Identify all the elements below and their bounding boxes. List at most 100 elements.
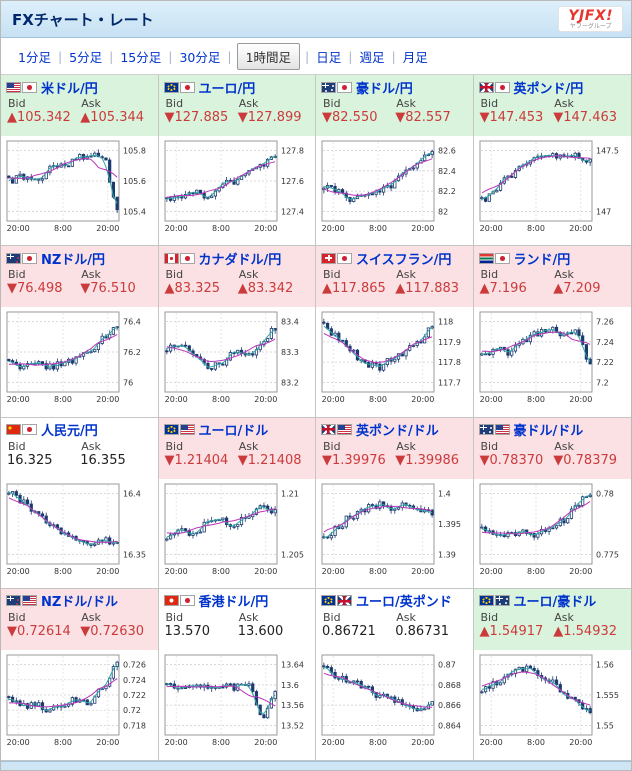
bid-value: ▲7.196 — [479, 281, 527, 297]
chart-area: 83.4 83.3 83.2 20:00 8:00 20:00 — [158, 307, 315, 417]
bid-ask-value-row: ▲7.196 ▲7.209 — [479, 281, 627, 297]
ask-value: 13.600 — [237, 623, 284, 639]
pair-link-4[interactable]: 英ポンド/円 — [513, 81, 584, 97]
pair-quote-panel: 香港ドル/円 Bid Ask 13.570 13.600 — [158, 588, 315, 650]
flag-au-icon — [321, 81, 336, 93]
bid-ask-value-row: ▲117.865 ▲117.883 — [321, 281, 468, 297]
svg-text:1.21: 1.21 — [281, 489, 299, 498]
tab-1month[interactable]: 月足 — [402, 49, 428, 65]
svg-text:20:00: 20:00 — [569, 567, 592, 576]
chart-area: 127.8 127.6 127.4 20:00 8:00 20:00 — [158, 136, 315, 246]
pair-cell-12: 豪ドル/ドル Bid Ask ▼0.78370 ▼0.78379 0.78 0.7… — [473, 417, 631, 589]
candlestick-chart: 0.726 0.724 0.722 0.72 0.718 20:00 8:00 20:00 — [6, 654, 146, 747]
bid-ask-label-row: Bid Ask — [321, 439, 468, 453]
pair-quote-panel: ユーロ/ドル Bid Ask ▼1.21404 ▼1.21408 — [158, 417, 315, 479]
svg-text:7.26: 7.26 — [596, 318, 614, 327]
svg-text:0.864: 0.864 — [438, 721, 461, 730]
ask-value: ▼147.463 — [553, 110, 618, 126]
bid-ask-label-row: Bid Ask — [321, 611, 468, 624]
svg-text:105.4: 105.4 — [123, 207, 146, 216]
svg-text:8:00: 8:00 — [527, 224, 545, 233]
pair-cell-5: NZドル/円 Bid Ask ▼76.498 ▼76.510 76.4 76.2 7… — [1, 246, 159, 418]
pair-link-14[interactable]: 香港ドル/円 — [198, 595, 269, 611]
bid-label: Bid — [480, 439, 499, 453]
svg-text:8:00: 8:00 — [54, 567, 72, 576]
pair-link-3[interactable]: 豪ドル/円 — [356, 81, 413, 97]
pair-link-5[interactable]: NZドル/円 — [41, 252, 106, 268]
flag-jp-icon — [179, 252, 195, 264]
pair-link-1[interactable]: 米ドル/円 — [41, 81, 98, 97]
candlestick-chart: 0.87 0.868 0.866 0.864 20:00 8:00 20:00 — [321, 654, 461, 747]
ask-value: ▲117.883 — [395, 281, 460, 297]
pair-link-15[interactable]: ユーロ/英ポンド — [356, 595, 452, 611]
candlestick-chart: 105.8 105.6 105.4 20:00 8:00 20:00 — [6, 140, 146, 233]
moving-average-long-line — [323, 158, 433, 196]
svg-text:20:00: 20:00 — [254, 224, 277, 233]
svg-text:0.775: 0.775 — [596, 550, 619, 559]
ask-label: Ask — [396, 268, 416, 282]
pair-quote-panel: 豪ドル/ドル Bid Ask ▼0.78370 ▼0.78379 — [473, 417, 631, 479]
ask-label: Ask — [81, 97, 101, 110]
pair-link-16[interactable]: ユーロ/豪ドル — [513, 595, 597, 611]
pair-quote-panel: NZドル/ドル Bid Ask ▼0.72614 ▼0.72630 — [1, 588, 158, 650]
svg-text:20:00: 20:00 — [7, 738, 30, 747]
svg-text:8:00: 8:00 — [212, 738, 230, 747]
flag-jp-icon — [179, 595, 195, 607]
tab-1min[interactable]: 1分足 — [18, 49, 51, 65]
bid-label: Bid — [480, 97, 499, 110]
pair-title-row: 英ポンド/ドル — [321, 421, 468, 439]
svg-text:20:00: 20:00 — [411, 224, 434, 233]
pair-link-9[interactable]: 人民元/円 — [41, 424, 98, 439]
chart-area: 7.26 7.24 7.22 7.2 20:00 8:00 20:00 — [473, 307, 631, 417]
svg-text:20:00: 20:00 — [479, 738, 502, 747]
pair-link-6[interactable]: カナダドル/円 — [198, 252, 282, 268]
tab-5min[interactable]: 5分足 — [69, 49, 103, 65]
bid-ask-value-row: ▼76.498 ▼76.510 — [6, 281, 153, 297]
bid-ask-value-row: ▼147.453 ▼147.463 — [479, 110, 627, 126]
chart-area: 0.78 0.775 20:00 8:00 20:00 — [473, 478, 631, 588]
bid-label: Bid — [8, 610, 26, 624]
svg-text:1.39: 1.39 — [438, 550, 456, 559]
svg-text:82.2: 82.2 — [438, 187, 456, 196]
pair-link-8[interactable]: ランド/円 — [513, 252, 571, 268]
yjfx-logo[interactable]: YJFX! ヤフーグループ — [558, 6, 623, 32]
pair-title-row: 豪ドル/円 — [321, 78, 468, 97]
pair-cell-11: 英ポンド/ドル Bid Ask ▼1.39976 ▼1.39986 1.4 1.3… — [316, 417, 474, 589]
moving-average-short-line — [166, 329, 275, 368]
tab-30min[interactable]: 30分足 — [179, 49, 221, 65]
ask-value: 16.355 — [80, 452, 126, 468]
flag-au-icon — [478, 424, 494, 435]
flag-jp-icon — [179, 81, 195, 93]
moving-average-short-line — [8, 663, 118, 711]
pair-link-10[interactable]: ユーロ/ドル — [198, 424, 269, 439]
candlestick-chart: 13.64 13.6 13.56 13.52 20:00 8:00 20:00 — [164, 654, 303, 747]
tab-1hour[interactable]: 1時間足 — [236, 42, 301, 70]
pair-link-13[interactable]: NZドル/ドル — [41, 595, 119, 611]
bid-value: ▼82.550 — [322, 110, 378, 126]
bid-label: Bid — [323, 439, 341, 453]
chart-area: 16.4 16.35 20:00 8:00 20:00 — [1, 478, 158, 588]
tab-1day[interactable]: 日足 — [316, 49, 342, 65]
tab-15min[interactable]: 15分足 — [120, 49, 162, 65]
bid-label: Bid — [480, 268, 499, 282]
svg-text:1.395: 1.395 — [438, 520, 461, 529]
pair-quote-panel: NZドル/円 Bid Ask ▼76.498 ▼76.510 — [1, 246, 158, 308]
svg-text:127.6: 127.6 — [281, 177, 304, 186]
pair-title-row: カナダドル/円 — [163, 249, 311, 268]
pair-link-11[interactable]: 英ポンド/ドル — [356, 424, 439, 439]
pair-link-2[interactable]: ユーロ/円 — [198, 81, 256, 97]
candlestick-chart: 0.78 0.775 20:00 8:00 20:00 — [479, 483, 619, 576]
bid-label: Bid — [165, 97, 184, 110]
bid-value: 13.570 — [164, 623, 211, 639]
tab-1week[interactable]: 週足 — [359, 49, 385, 65]
pair-link-7[interactable]: スイスフラン/円 — [356, 252, 452, 268]
flag-jp-icon — [22, 424, 37, 435]
pair-link-12[interactable]: 豪ドル/ドル — [513, 424, 584, 439]
svg-text:117.7: 117.7 — [438, 379, 461, 388]
svg-text:147.5: 147.5 — [596, 147, 619, 156]
moving-average-short-line — [323, 666, 433, 710]
flag-gb-icon — [478, 81, 494, 93]
candlestick-chart: 1.21 1.205 20:00 8:00 20:00 — [164, 483, 303, 576]
bid-ask-label-row: Bid Ask — [164, 611, 311, 624]
pair-cell-13: NZドル/ドル Bid Ask ▼0.72614 ▼0.72630 0.726 0… — [1, 588, 159, 760]
